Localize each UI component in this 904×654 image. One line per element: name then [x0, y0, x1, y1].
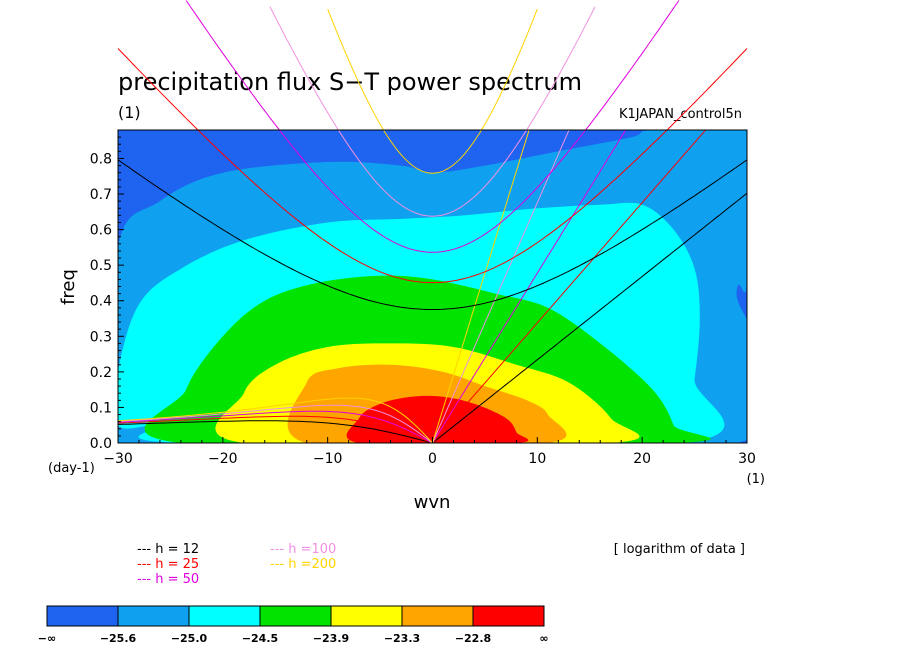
colorbar-label: −22.8 — [455, 632, 491, 645]
y-tick-label: 0.2 — [90, 365, 112, 381]
rossby-wave-curve-h12 — [118, 420, 433, 443]
colorbar-swatch-4 — [259, 605, 332, 627]
x-tick-label: −20 — [208, 451, 238, 467]
colorbar-label: −23.3 — [384, 632, 420, 645]
y-tick-label: 0.3 — [90, 329, 112, 345]
colorbar-label: −24.5 — [242, 632, 278, 645]
colorbar-label: −23.9 — [313, 632, 349, 645]
x-tick-label: 20 — [633, 451, 651, 467]
legend-item-h50: --- h = 50 — [137, 572, 199, 587]
legend-item-h25: --- h = 25 — [137, 557, 199, 572]
colorbar: −∞ −25.6 −25.0 −24.5 −23.9 −23.3 −22.8 ∞ — [38, 605, 549, 645]
chart-subtitle-right: K1JAPAN_control5n — [619, 107, 742, 122]
x-unit-label: (1) — [747, 472, 765, 487]
legend-item-h100: --- h =100 — [270, 542, 336, 557]
x-tick-label: 0 — [428, 451, 437, 467]
kelvin-wave-line-h25 — [432, 130, 707, 443]
legend-item-h200: --- h =200 — [270, 557, 336, 572]
colorbar-label: −25.0 — [171, 632, 208, 645]
colorbar-swatch-6 — [401, 605, 474, 627]
y-tick-label: 0.6 — [90, 223, 112, 239]
y-tick-label: 0.8 — [90, 151, 112, 167]
kelvin-wave-line-h50 — [432, 130, 627, 443]
rossby-wave-curve-h200 — [118, 397, 433, 443]
x-tick-label: −30 — [103, 451, 133, 467]
y-tick-label: 0.7 — [90, 187, 112, 203]
dispersion-legend: --- h = 12--- h = 25--- h = 50 --- h =100… — [137, 542, 336, 587]
colorbar-swatch-3 — [188, 605, 261, 627]
x-axis-label: wvn — [414, 492, 451, 513]
chart-subtitle-left: (1) — [118, 103, 141, 122]
rossby-wave-curve-h100 — [118, 404, 433, 443]
x-tick-label: −10 — [313, 451, 343, 467]
colorbar-label: −25.6 — [100, 632, 137, 645]
gravity-wave-curve-h12 — [117, 159, 748, 310]
y-axis-label: freq — [58, 269, 79, 305]
data-note: [ logarithm of data ] — [614, 542, 745, 557]
rossby-wave-curve-h50 — [118, 410, 433, 443]
kelvin-wave-line-h12 — [432, 192, 747, 443]
y-tick-label: 0.4 — [90, 294, 112, 310]
colorbar-label: −∞ — [38, 632, 56, 645]
plot-area: −30 −20 −10 0 10 20 30 0.0 0.1 0.2 0.3 0.4 0.5 0.6 0.7… — [90, 0, 756, 467]
gravity-wave-curve-h100 — [269, 6, 596, 217]
colorbar-swatch-1 — [46, 605, 119, 627]
gravity-wave-curve-h50 — [185, 0, 680, 253]
kelvin-wave-line-h100 — [432, 130, 570, 443]
colorbar-label: ∞ — [539, 632, 548, 645]
gravity-wave-curve-h200 — [327, 8, 538, 174]
x-tick-label: 30 — [738, 451, 756, 467]
legend-item-h12: --- h = 12 — [137, 542, 199, 557]
rossby-wave-curve-h25 — [118, 415, 433, 443]
y-unit-label: (day-1) — [48, 461, 95, 476]
y-tick-label: 0.5 — [90, 258, 112, 274]
colorbar-swatch-7 — [472, 605, 545, 627]
colorbar-swatch-5 — [330, 605, 403, 627]
chart-title: precipitation flux S−T power spectrum — [118, 68, 582, 96]
y-tick-label: 0.1 — [90, 400, 112, 416]
kelvin-wave-line-h200 — [432, 130, 530, 443]
y-tick-label: 0.0 — [90, 436, 112, 452]
x-tick-label: 10 — [528, 451, 546, 467]
colorbar-swatch-2 — [117, 605, 190, 627]
gravity-wave-curve-h25 — [117, 48, 748, 284]
